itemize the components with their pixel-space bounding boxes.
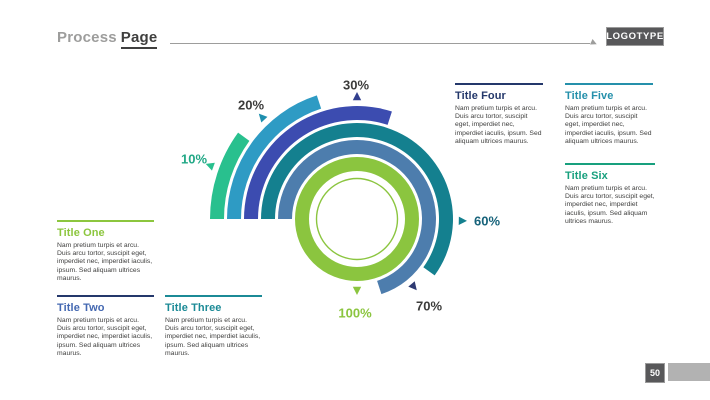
block-accent-rule	[565, 83, 653, 85]
block-title: Title One	[57, 227, 105, 239]
block-title: Title Two	[57, 302, 105, 314]
arrow-30-icon	[352, 92, 362, 101]
arrow-100-icon	[352, 286, 362, 295]
arc-segment-30	[244, 106, 392, 219]
arc-segment-60	[261, 123, 453, 276]
block-accent-rule	[565, 163, 655, 165]
arc-segment-20	[227, 95, 322, 219]
text-block-two: Title Two Nam pretium turpis et arcu. Du…	[57, 295, 154, 358]
block-body: Nam pretium turpis et arcu. Duis arcu to…	[455, 105, 542, 145]
percent-label-60: 60%	[473, 213, 501, 229]
percent-label-70: 70%	[415, 298, 443, 314]
text-block-one: Title One Nam pretium turpis et arcu. Du…	[57, 220, 154, 283]
page-number-badge: 50	[645, 363, 665, 383]
arrow-70-icon	[408, 281, 417, 291]
block-body: Nam pretium turpis et arcu. Duis arcu to…	[165, 317, 261, 357]
block-accent-rule	[455, 83, 543, 85]
percent-label-100: 100%	[338, 305, 372, 321]
arrow-10-icon	[205, 162, 215, 171]
block-accent-rule	[165, 295, 262, 297]
block-title: Title Four	[455, 90, 506, 102]
block-accent-rule	[57, 295, 154, 297]
text-block-three: Title Three Nam pretium turpis et arcu. …	[165, 295, 262, 358]
arc-segment-100	[295, 157, 419, 281]
arc-segment-10	[210, 132, 250, 219]
logotype-badge: LOGOTYPE	[606, 27, 664, 46]
text-block-five: Title Five Nam pretium turpis et arcu. D…	[565, 83, 653, 146]
header-divider-line	[170, 43, 590, 44]
block-title: Title Three	[165, 302, 222, 314]
block-title: Title Five	[565, 90, 614, 102]
text-block-six: Title Six Nam pretium turpis et arcu. Du…	[565, 163, 655, 226]
block-title: Title Six	[565, 170, 608, 182]
percent-label-20: 20%	[237, 97, 265, 113]
percent-label-30: 30%	[342, 77, 370, 93]
inner-circle-outline	[315, 177, 399, 261]
block-accent-rule	[57, 220, 154, 222]
block-body: Nam pretium turpis et arcu. Duis arcu to…	[57, 317, 153, 357]
arrow-60-icon	[458, 216, 467, 225]
percent-label-10: 10%	[180, 151, 208, 167]
footer-decorative-bar	[668, 363, 710, 381]
arrow-20-icon	[258, 113, 268, 123]
text-block-four: Title Four Nam pretium turpis et arcu. D…	[455, 83, 543, 146]
block-body: Nam pretium turpis et arcu. Duis arcu to…	[57, 242, 153, 282]
block-body: Nam pretium turpis et arcu. Duis arcu to…	[565, 185, 655, 225]
block-body: Nam pretium turpis et arcu. Duis arcu to…	[565, 105, 652, 145]
page-title-muted: Process	[57, 29, 117, 46]
page-title: Process Page	[57, 29, 158, 49]
page-title-strong: Page	[120, 29, 158, 49]
